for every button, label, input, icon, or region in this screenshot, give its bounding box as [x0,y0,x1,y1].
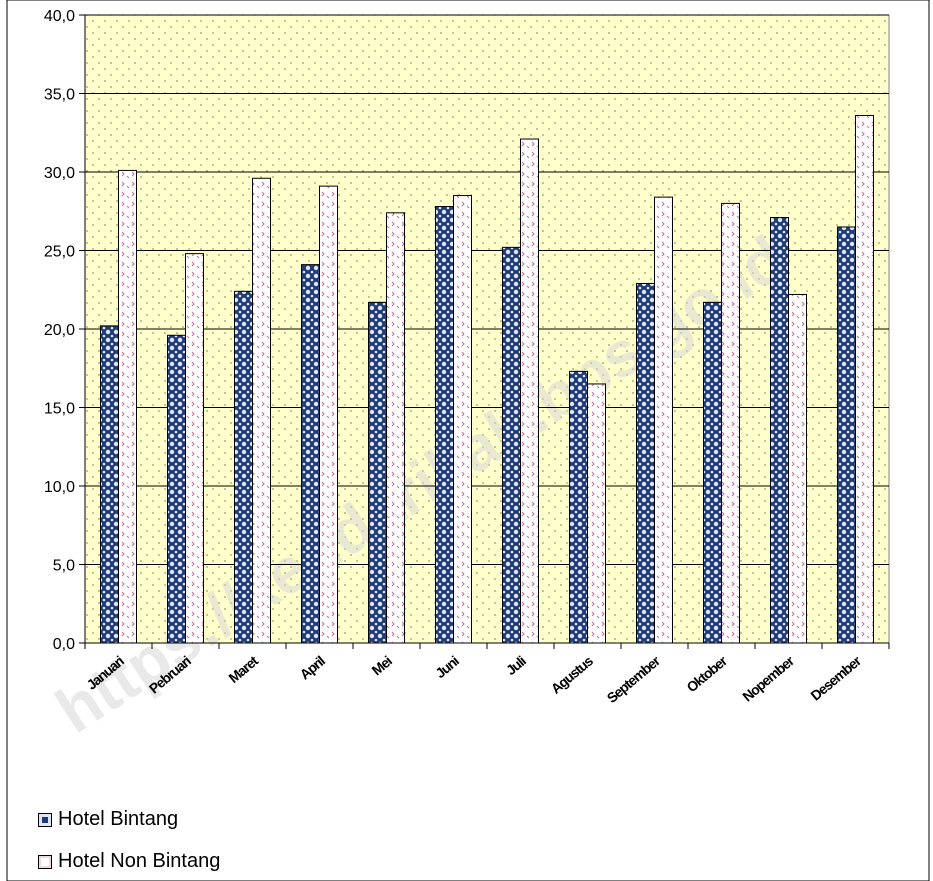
legend-label-hotel-non-bintang: Hotel Non Bintang [58,850,221,872]
bar-hotel-non-bintang [319,185,338,644]
x-category-label: September [604,652,664,706]
bar-hotel-non-bintang [185,253,204,644]
legend-swatch-hotel-non-bintang [38,854,52,869]
y-tick-label: 35,0 [44,87,75,104]
bar-hotel-non-bintang [453,195,472,644]
bar-hotel-non-bintang [252,177,271,644]
bar-hotel-bintang [770,217,789,644]
bar-hotel-bintang [703,301,722,644]
y-tick-label: 10,0 [44,479,75,496]
legend-label-hotel-bintang: Hotel Bintang [58,808,179,830]
bar-hotel-non-bintang [386,212,405,644]
chart-outer-border [6,0,930,881]
bar-hotel-bintang [234,290,253,644]
bar-hotel-non-bintang [520,138,539,644]
bar-hotel-non-bintang [721,202,740,644]
x-category-label: Agustus [548,652,597,697]
x-category-label: April [297,653,328,683]
axes [79,14,890,649]
bar-hotel-non-bintang [587,383,606,644]
bar-hotel-bintang [100,325,119,644]
gridlines [85,14,889,565]
y-tick-label: 40,0 [44,8,75,25]
x-category-label: Maret [225,652,261,686]
y-tick-label: 15,0 [44,401,75,418]
bar-hotel-non-bintang [654,196,673,644]
y-tick-label: 0,0 [53,636,75,653]
x-category-label: Oktober [683,652,730,695]
y-tick-label: 30,0 [44,165,75,182]
bar-hotel-non-bintang [855,114,874,644]
x-category-label: Desember [807,652,864,704]
x-category-label: Mei [369,653,395,678]
bar-hotel-non-bintang [118,169,137,644]
y-tick-label: 20,0 [44,322,75,339]
bar-hotel-bintang [569,370,588,644]
x-category-label: Juli [503,653,529,678]
y-tick-label: 25,0 [44,244,75,261]
bar-hotel-bintang [435,206,454,644]
legend-swatch-hotel-bintang [38,812,52,827]
bar-hotel-bintang [502,246,521,644]
x-category-label: Nopember [739,652,797,705]
y-tick-labels: 0,0 5,0 10,0 15,0 20,0 25,0 30,0 35,0 40,0 [44,8,75,653]
bar-hotel-non-bintang [788,293,807,644]
bar-hotel-bintang [167,334,186,644]
legend-item-hotel-non-bintang: Hotel Non Bintang [38,850,220,873]
bars [100,114,874,644]
x-category-label: Juni [432,653,461,681]
bar-hotel-bintang [301,264,320,644]
bar-hotel-bintang [368,301,387,644]
bar-hotel-bintang [636,282,655,644]
legend-item-hotel-bintang: Hotel Bintang [38,808,178,831]
y-tick-label: 5,0 [53,558,75,575]
bar-hotel-bintang [837,226,856,644]
